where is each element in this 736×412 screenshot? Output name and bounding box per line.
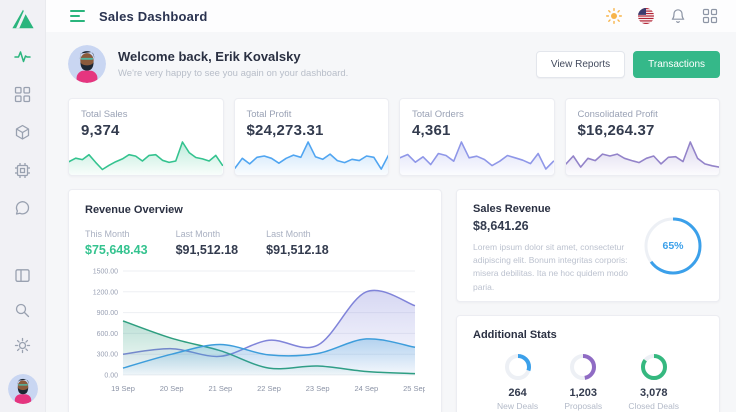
svg-text:25 Sep: 25 Sep	[403, 384, 425, 393]
welcome-subtitle: We're very happy to see you again on you…	[118, 68, 349, 79]
stat-value: $91,512.18	[266, 243, 329, 257]
stat-label: This Month	[85, 229, 130, 239]
activity-icon[interactable]	[14, 48, 31, 65]
search-icon[interactable]	[14, 302, 31, 319]
content: Welcome back, Erik Kovalsky We're very h…	[46, 32, 736, 412]
stat-value: 9,374	[81, 122, 120, 139]
sun-icon[interactable]	[606, 8, 622, 24]
view-reports-button[interactable]: View Reports	[535, 50, 626, 78]
page-title: Sales Dashboard	[99, 8, 208, 24]
svg-text:24 Sep: 24 Sep	[354, 384, 378, 393]
right-column: Sales Revenue $8,641.26 Lorem ipsum dolo…	[456, 189, 720, 412]
additional-stats-items: 264 New Deals 1,203 Proposals 3,078 Clos…	[473, 352, 703, 411]
svg-text:22 Sep: 22 Sep	[257, 384, 281, 393]
new-deals-stat: 264 New Deals	[497, 352, 538, 411]
revenue-overview-title: Revenue Overview	[85, 204, 183, 216]
topbar: Sales Dashboard	[46, 0, 736, 32]
svg-text:0.00: 0.00	[104, 373, 118, 380]
stat-label: Total Sales	[81, 109, 128, 120]
settings-icon[interactable]	[14, 337, 31, 354]
svg-text:600.00: 600.00	[97, 331, 119, 338]
proposals-gauge-chart	[570, 354, 597, 380]
stat-label: Last Month	[266, 229, 311, 239]
sales-revenue-title: Sales Revenue	[473, 203, 551, 215]
sidebar-bottom	[7, 267, 38, 404]
svg-text:900.00: 900.00	[97, 310, 119, 317]
revenue-overview-chart[interactable]: 0.00 300.00 600.00 900.00 1200.00 1500.00 19 S…	[85, 263, 425, 399]
svg-text:20 Sep: 20 Sep	[160, 384, 184, 393]
revenue-stat-last-month-2: Last Month $91,512.18	[266, 229, 329, 257]
layout-icon[interactable]	[14, 267, 31, 284]
proposals-stat: 1,203 Proposals	[564, 352, 602, 411]
sales-revenue-description: Lorem ipsum dolor sit amet, consectetur …	[473, 242, 628, 292]
stat-value: $16,264.37	[577, 122, 655, 139]
stat-label: Last Month	[175, 229, 221, 239]
sidebar-nav	[14, 48, 31, 217]
gauge-percent-label: 65%	[662, 239, 684, 252]
main-area: Sales Dashboard	[46, 0, 736, 412]
stat-value: $24,273.31	[246, 122, 324, 139]
stat-value: 3,078	[639, 387, 668, 399]
sales-revenue-texts: Sales Revenue $8,641.26 Lorem ipsum dolo…	[473, 203, 633, 292]
total-profit-sparkline-chart	[234, 141, 388, 175]
additional-stats-title: Additional Stats	[473, 329, 557, 341]
welcome-actions: View Reports Transactions	[535, 50, 720, 78]
stat-label: Total Orders	[412, 109, 464, 120]
svg-text:1500.00: 1500.00	[93, 269, 118, 276]
new-deals-gauge-chart	[504, 354, 531, 380]
svg-text:1200.00: 1200.00	[93, 289, 118, 296]
bell-icon[interactable]	[670, 8, 686, 24]
total-sales-sparkline-chart	[69, 141, 223, 175]
stat-value: $75,648.43	[85, 243, 148, 257]
total-orders-sparkline-chart	[400, 141, 554, 175]
stat-value: $91,512.18	[175, 243, 239, 257]
sales-revenue-gauge: 65%	[643, 216, 703, 276]
welcome-title: Welcome back, Erik Kovalsky	[118, 49, 301, 64]
topbar-icons	[606, 8, 718, 24]
closed-deals-stat: 3,078 Closed Deals	[628, 352, 679, 411]
sidebar-user-avatar[interactable]	[7, 374, 38, 404]
stat-label: Consolidated Profit	[577, 109, 658, 120]
stat-label: Proposals	[564, 401, 603, 411]
svg-text:300.00: 300.00	[97, 352, 119, 359]
additional-stats-panel: Additional Stats 264 New Deals 1,203 Pro…	[456, 315, 720, 412]
revenue-stats: This Month $75,648.43 Last Month $91,512…	[85, 229, 425, 257]
menu-icon[interactable]	[70, 10, 86, 22]
revenue-stat-last-month-1: Last Month $91,512.18	[176, 229, 239, 257]
stat-label: New Deals	[497, 401, 539, 411]
sales-revenue-panel: Sales Revenue $8,641.26 Lorem ipsum dolo…	[456, 189, 720, 302]
stat-cards-row: Total Sales 9,374 Total Profit $24,273.3…	[68, 98, 720, 176]
consolidated-profit-sparkline-chart	[565, 141, 719, 175]
welcome-section: Welcome back, Erik Kovalsky We're very h…	[68, 45, 720, 83]
apps-icon[interactable]	[702, 8, 718, 24]
svg-text:23 Sep: 23 Sep	[306, 384, 330, 393]
cpu-icon[interactable]	[14, 162, 31, 179]
us-flag-icon[interactable]	[638, 8, 654, 24]
closed-deals-gauge-chart	[640, 354, 667, 380]
panels-row: Revenue Overview This Month $75,648.43 L…	[68, 189, 720, 412]
stat-label: Total Profit	[246, 109, 292, 120]
welcome-texts: Welcome back, Erik Kovalsky We're very h…	[118, 49, 348, 79]
revenue-overview-panel: Revenue Overview This Month $75,648.43 L…	[68, 189, 442, 412]
sales-revenue-gauge-chart	[644, 217, 702, 274]
dashboard-grid-icon[interactable]	[14, 86, 31, 103]
app-logo-icon[interactable]	[11, 8, 35, 30]
stat-label: Closed Deals	[628, 401, 679, 411]
total-orders-card[interactable]: Total Orders 4,361	[399, 98, 555, 176]
svg-text:19 Sep: 19 Sep	[111, 384, 135, 393]
revenue-stat-this-month: This Month $75,648.43	[85, 229, 148, 257]
stat-value: 1,203	[569, 387, 598, 399]
sales-revenue-value: $8,641.26	[473, 219, 529, 233]
chat-icon[interactable]	[14, 200, 31, 217]
cube-icon[interactable]	[14, 124, 31, 141]
stat-value: 264	[508, 387, 527, 399]
user-avatar[interactable]	[68, 45, 106, 83]
total-profit-card[interactable]: Total Profit $24,273.31	[233, 98, 389, 176]
sidebar	[0, 0, 46, 412]
consolidated-profit-card[interactable]: Consolidated Profit $16,264.37	[564, 98, 720, 176]
total-sales-card[interactable]: Total Sales 9,374	[68, 98, 224, 176]
svg-text:21 Sep: 21 Sep	[208, 384, 232, 393]
stat-value: 4,361	[412, 122, 451, 139]
transactions-button[interactable]: Transactions	[633, 50, 720, 78]
